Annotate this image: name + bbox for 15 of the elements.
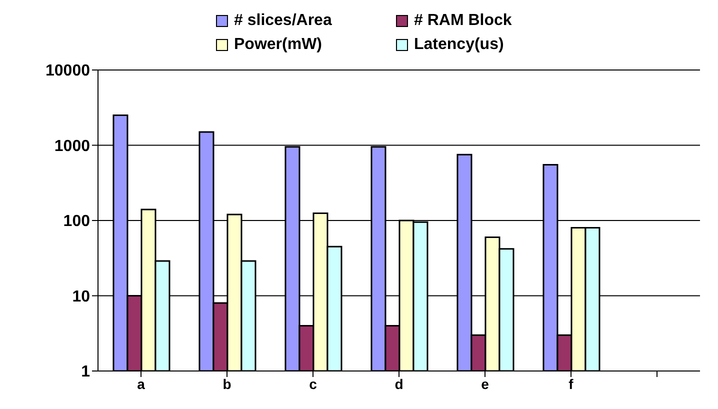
- y-tick-label: 10000: [46, 62, 90, 80]
- legend-label: # slices/Area: [233, 12, 333, 30]
- y-tick-label: 1: [81, 364, 90, 381]
- legend-label: # RAM Block: [413, 12, 513, 30]
- legend-label: Power(mW): [233, 36, 323, 54]
- x-tick-label: d: [394, 376, 404, 392]
- y-tick-label: 100: [63, 213, 90, 230]
- x-tick-label: f: [568, 376, 574, 392]
- x-tick-label: b: [222, 376, 232, 392]
- x-tick-label: c: [309, 376, 318, 392]
- legend-label: Latency(us): [413, 36, 505, 54]
- y-tick-label: 10: [72, 288, 90, 306]
- x-tick-label: e: [481, 376, 490, 392]
- y-tick-label: 1000: [54, 138, 90, 155]
- x-tick-label: a: [137, 376, 146, 392]
